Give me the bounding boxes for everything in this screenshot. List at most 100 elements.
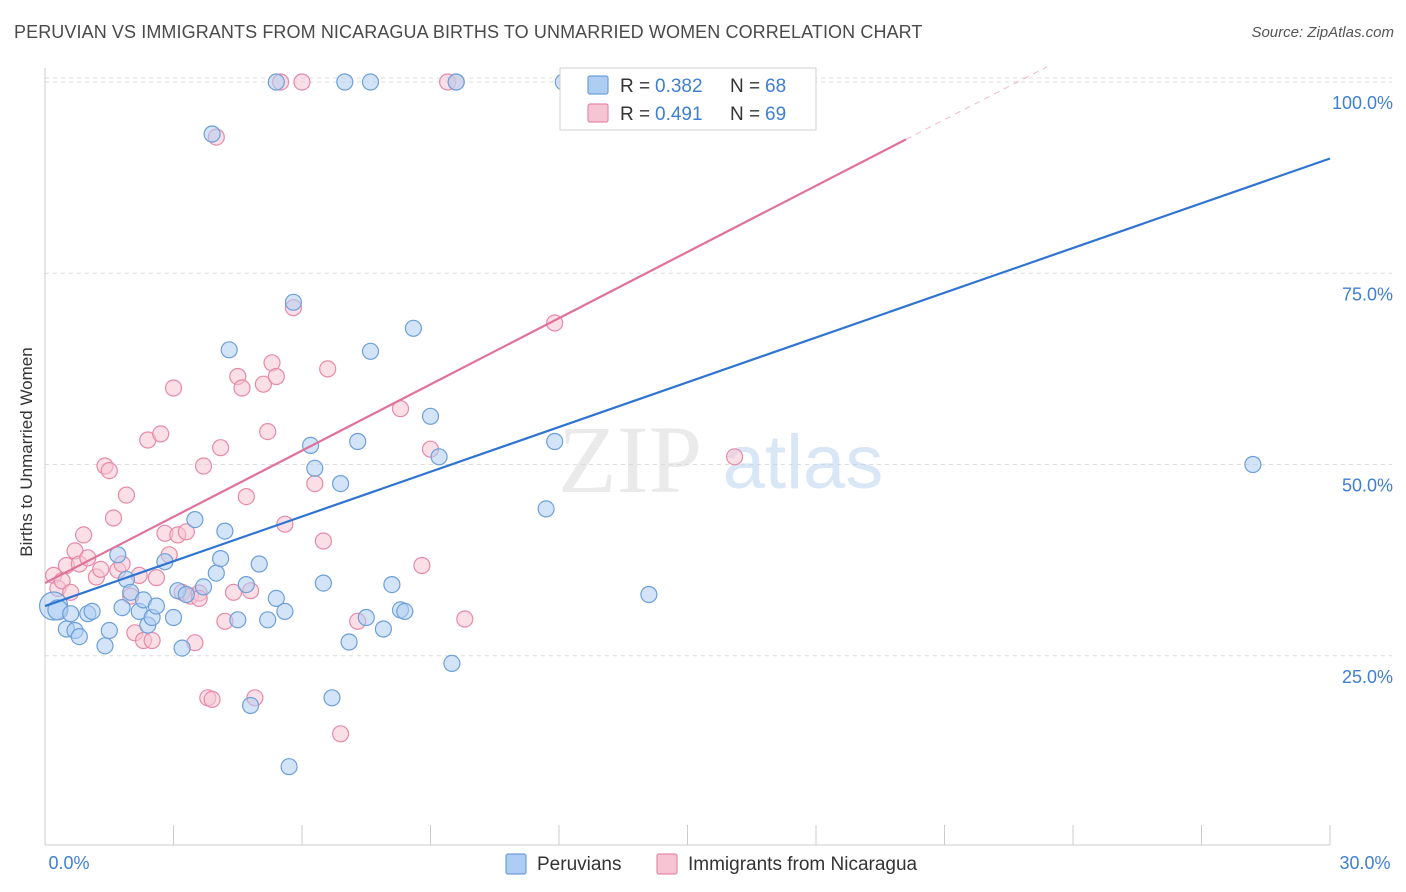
peruvians-point[interactable]: [306, 459, 324, 477]
peruvians-point[interactable]: [122, 583, 140, 601]
peruvians-point[interactable]: [250, 555, 268, 573]
peruvians-point[interactable]: [212, 549, 230, 568]
peruvians-point[interactable]: [443, 654, 461, 673]
peruvians-point[interactable]: [276, 602, 294, 621]
peruvians-point[interactable]: [100, 621, 118, 640]
nicaragua-point[interactable]: [306, 475, 324, 493]
watermark: ZIP atlas: [558, 406, 883, 513]
nicaragua-point[interactable]: [319, 360, 337, 378]
peruvians-point[interactable]: [237, 575, 255, 594]
peruvians-point[interactable]: [96, 637, 114, 655]
legend-stats-n-value: 68: [765, 76, 786, 97]
peruvians-trend-line: [44, 157, 1331, 608]
peruvians-point[interactable]: [173, 639, 191, 657]
peruvians-point[interactable]: [284, 293, 302, 311]
legend-label-peruvians[interactable]: Peruvians: [537, 854, 622, 875]
nicaragua-point[interactable]: [194, 457, 213, 475]
peruvians-point[interactable]: [640, 585, 658, 604]
peruvians-point[interactable]: [220, 341, 238, 359]
peruvians-point[interactable]: [83, 602, 101, 621]
trend-lines: [44, 66, 1331, 608]
peruvians-point[interactable]: [267, 73, 285, 91]
peruvians-point[interactable]: [421, 407, 440, 425]
peruvians-point[interactable]: [336, 73, 354, 91]
peruvians-point[interactable]: [207, 564, 225, 582]
peruvians-point[interactable]: [147, 597, 165, 615]
peruvians-point[interactable]: [349, 432, 367, 451]
peruvians-point[interactable]: [447, 73, 465, 91]
nicaragua-point[interactable]: [212, 439, 230, 457]
nicaragua-point[interactable]: [74, 526, 93, 544]
y-axis-title: Births to Unmarried Women: [17, 347, 36, 557]
legend-swatch-peruvians[interactable]: [505, 853, 527, 875]
legend-stats-r-value: 0.491: [655, 104, 703, 125]
nicaragua-point[interactable]: [104, 509, 123, 527]
legend-stats-n-value: 69: [765, 104, 786, 125]
nicaragua-point[interactable]: [413, 556, 431, 575]
peruvians-point[interactable]: [186, 510, 204, 529]
peruvians-point[interactable]: [216, 522, 234, 540]
nicaragua-point[interactable]: [203, 690, 221, 709]
nicaragua-point[interactable]: [332, 725, 350, 743]
nicaragua-point[interactable]: [725, 448, 744, 466]
peruvians-point[interactable]: [70, 627, 88, 646]
nicaragua-point[interactable]: [237, 488, 255, 506]
nicaragua-point[interactable]: [117, 486, 136, 504]
legend-stats: R = 0.382 N = 68 R = 0.491 N = 69: [559, 67, 817, 131]
peruvians-point[interactable]: [332, 475, 350, 493]
watermark-zip: ZIP: [558, 406, 702, 513]
nicaragua-point[interactable]: [254, 375, 272, 393]
peruvians-point[interactable]: [177, 585, 195, 604]
peruvians-point[interactable]: [1244, 455, 1262, 474]
peruvians-point[interactable]: [194, 578, 213, 596]
peruvians-point[interactable]: [323, 689, 341, 707]
peruvians-point[interactable]: [361, 342, 380, 360]
nicaragua-point[interactable]: [100, 462, 118, 480]
nicaragua-point[interactable]: [152, 425, 170, 443]
peruvians-point[interactable]: [361, 73, 380, 91]
peruvians-point[interactable]: [280, 758, 298, 776]
peruvians-point[interactable]: [62, 605, 80, 623]
nicaragua-point[interactable]: [224, 583, 243, 601]
peruvians-point[interactable]: [109, 546, 127, 564]
chart-title: PERUVIAN VS IMMIGRANTS FROM NICARAGUA BI…: [14, 22, 923, 42]
peruvians-point[interactable]: [267, 589, 285, 608]
nicaragua-point[interactable]: [314, 532, 332, 550]
peruvians-point[interactable]: [113, 598, 131, 617]
nicaragua-point[interactable]: [293, 73, 311, 91]
y-tick-label: 75.0%: [1342, 284, 1393, 304]
nicaragua-point[interactable]: [259, 423, 277, 441]
y-tick-label: 25.0%: [1342, 667, 1393, 687]
peruvians-point[interactable]: [203, 125, 221, 143]
y-tick-label: 100.0%: [1332, 93, 1393, 113]
axes: [44, 68, 1331, 846]
peruvians-point[interactable]: [383, 575, 401, 594]
peruvians-point[interactable]: [404, 319, 422, 337]
peruvians-point[interactable]: [242, 696, 260, 715]
nicaragua-point[interactable]: [147, 569, 165, 587]
gridlines: [45, 77, 1392, 657]
peruvians-point[interactable]: [340, 633, 358, 651]
legend-swatch-nicaragua[interactable]: [656, 853, 678, 875]
peruvians-point[interactable]: [259, 611, 277, 629]
nicaragua-trend-extension: [905, 66, 1048, 140]
nicaragua-point[interactable]: [92, 560, 110, 578]
nicaragua-point[interactable]: [177, 523, 195, 541]
peruvians-point[interactable]: [164, 608, 183, 627]
legend-stats-r-value: 0.382: [655, 76, 703, 97]
peruvians-point[interactable]: [430, 448, 448, 466]
nicaragua-point[interactable]: [164, 379, 183, 397]
peruvians-point[interactable]: [314, 574, 332, 592]
nicaragua-point[interactable]: [143, 631, 161, 650]
peruvians-point[interactable]: [396, 602, 414, 621]
peruvians-point[interactable]: [537, 500, 555, 518]
peruvians-point[interactable]: [357, 608, 375, 627]
peruvians-point[interactable]: [546, 432, 564, 451]
legend-stats-swatch-nicaragua: [587, 103, 609, 123]
nicaragua-point[interactable]: [456, 610, 474, 628]
peruvians-point[interactable]: [229, 611, 247, 629]
legend-label-nicaragua[interactable]: Immigrants from Nicaragua: [688, 854, 918, 875]
nicaragua-point[interactable]: [267, 367, 285, 386]
nicaragua-point[interactable]: [233, 379, 251, 397]
peruvians-point[interactable]: [374, 620, 392, 638]
